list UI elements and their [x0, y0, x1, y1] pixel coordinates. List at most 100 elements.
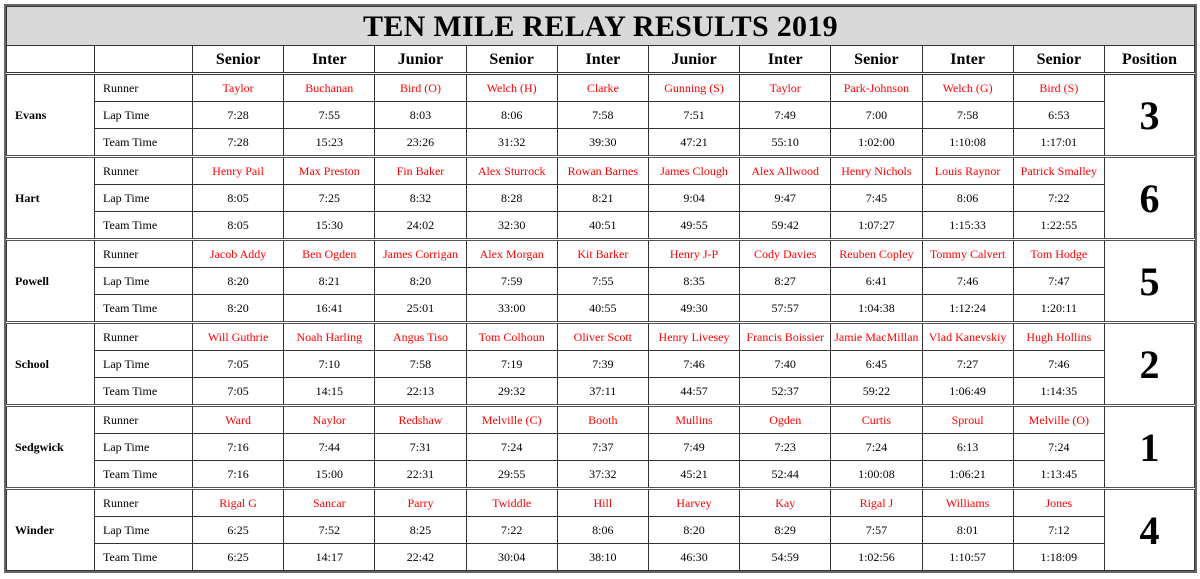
runner-name: Jones — [1012, 487, 1106, 517]
lap-time-row: Lap Time 8:05 7:25 8:32 8:28 8:21 9:04 9:47 7:45… — [7, 184, 1195, 212]
column-header-leg-2: Inter — [283, 45, 376, 75]
runner-name: Welch (H) — [465, 73, 558, 102]
row-label-lap: Lap Time — [94, 516, 193, 544]
team-time: 59:42 — [739, 211, 832, 240]
row-label-lap: Lap Time — [94, 433, 193, 461]
runner-name: Noah Harling — [283, 321, 376, 351]
team-time: 57:57 — [739, 294, 832, 323]
runner-name: Naylor — [283, 404, 376, 434]
runner-name: Melville (C) — [465, 404, 558, 434]
header-blank-label — [94, 45, 193, 75]
header-row: Senior Inter Junior Senior Inter Junior Inter S… — [6, 45, 1195, 75]
row-label-lap: Lap Time — [94, 101, 193, 129]
team-time: 54:59 — [739, 543, 832, 571]
runner-name: Redshaw — [374, 404, 467, 434]
runner-name: Oliver Scott — [556, 321, 649, 351]
lap-time: 8:28 — [465, 184, 558, 212]
runner-name: Park-Johnson — [830, 73, 923, 102]
team-time: 14:17 — [283, 543, 376, 571]
lap-time: 7:27 — [921, 350, 1014, 378]
row-label-team: Team Time — [94, 460, 193, 489]
runner-name: James Corrigan — [374, 238, 467, 268]
runner-name: Booth — [556, 404, 649, 434]
team-time: 38:10 — [556, 543, 649, 571]
column-header-leg-1: Senior — [191, 45, 285, 75]
team-name: School — [6, 321, 95, 406]
lap-time: 6:13 — [921, 433, 1014, 461]
runner-name: Rowan Barnes — [556, 155, 649, 185]
lap-time: 7:00 — [830, 101, 923, 129]
team-time: 15:23 — [283, 128, 376, 157]
team-time: 49:55 — [647, 211, 741, 240]
team-time: 23:26 — [374, 128, 467, 157]
row-label-team: Team Time — [94, 543, 193, 571]
team-time: 6:25 — [191, 543, 285, 571]
team-time: 45:21 — [647, 460, 741, 489]
runner-name: Henry J-P — [647, 238, 741, 268]
runner-name: James Clough — [647, 155, 741, 185]
team-position: 5 — [1104, 238, 1195, 323]
runner-row: Winder Runner Rigal G Sancar Parry Twiddle Hil… — [6, 487, 1195, 571]
team-time: 15:00 — [283, 460, 376, 489]
lap-time: 7:25 — [283, 184, 376, 212]
runner-name: Clarke — [556, 73, 649, 102]
team-time: 1:20:11 — [1012, 294, 1106, 323]
lap-time: 8:21 — [283, 267, 376, 295]
lap-time: 7:28 — [191, 101, 285, 129]
team-time: 7:16 — [191, 460, 285, 489]
team-time: 44:57 — [647, 377, 741, 406]
team-name: Sedgwick — [6, 404, 95, 489]
runner-name: Ward — [191, 404, 285, 434]
team-time: 1:15:33 — [921, 211, 1014, 240]
runner-name: Fin Baker — [374, 155, 467, 185]
team-time: 33:00 — [465, 294, 558, 323]
lap-time: 7:22 — [465, 516, 558, 544]
team-time: 1:00:08 — [830, 460, 923, 489]
column-header-leg-6: Junior — [647, 45, 741, 75]
runner-row: Powell Runner Jacob Addy Ben Ogden James Cor… — [6, 238, 1195, 323]
lap-time: 7:40 — [739, 350, 832, 378]
runner-row: Evans Runner Taylor Buchanan Bird (O) Welch (… — [6, 73, 1195, 157]
team-time: 8:05 — [191, 211, 285, 240]
team-time: 29:55 — [465, 460, 558, 489]
lap-time: 8:20 — [647, 516, 741, 544]
runner-name: Tom Colhoun — [465, 321, 558, 351]
runner-name: Reuben Copley — [830, 238, 923, 268]
runner-name: Cody Davies — [739, 238, 832, 268]
row-label-lap: Lap Time — [94, 350, 193, 378]
lap-time: 7:16 — [191, 433, 285, 461]
lap-time: 7:46 — [1012, 350, 1106, 378]
lap-time: 8:25 — [374, 516, 467, 544]
team-time: 31:32 — [465, 128, 558, 157]
team-time: 49:30 — [647, 294, 741, 323]
team-position: 6 — [1104, 155, 1195, 240]
team-time-row: Team Time 6:25 14:17 22:42 30:04 38:10 46:30 54… — [7, 543, 1195, 571]
team-time: 39:30 — [556, 128, 649, 157]
lap-time: 7:37 — [556, 433, 649, 461]
header-blank-team — [6, 45, 95, 75]
team-time: 7:28 — [191, 128, 285, 157]
column-header-leg-8: Senior — [830, 45, 923, 75]
lap-time: 7:58 — [556, 101, 649, 129]
team-time-row: Team Time 7:05 14:15 22:13 29:32 37:11 44:57 52… — [7, 377, 1195, 406]
runner-name: Twiddle — [465, 487, 558, 517]
row-label-team: Team Time — [94, 128, 193, 157]
runner-name: Ben Ogden — [283, 238, 376, 268]
runner-name: Henry Pail — [191, 155, 285, 185]
row-label-team: Team Time — [94, 377, 193, 406]
runner-name: Bird (S) — [1012, 73, 1106, 102]
lap-time: 7:24 — [1012, 433, 1106, 461]
lap-time: 7:49 — [739, 101, 832, 129]
lap-time: 7:39 — [556, 350, 649, 378]
lap-time: 9:04 — [647, 184, 741, 212]
relay-results-table-container: TEN MILE RELAY RESULTS 2019 Senior Inter J… — [4, 4, 1197, 573]
team-time: 25:01 — [374, 294, 467, 323]
lap-time: 8:20 — [191, 267, 285, 295]
team-time: 52:44 — [739, 460, 832, 489]
lap-time: 8:06 — [465, 101, 558, 129]
runner-name: Curtis — [830, 404, 923, 434]
team-time: 1:02:00 — [830, 128, 923, 157]
team-time: 1:06:49 — [921, 377, 1014, 406]
team-time: 1:07:27 — [830, 211, 923, 240]
team-position: 4 — [1104, 487, 1195, 571]
